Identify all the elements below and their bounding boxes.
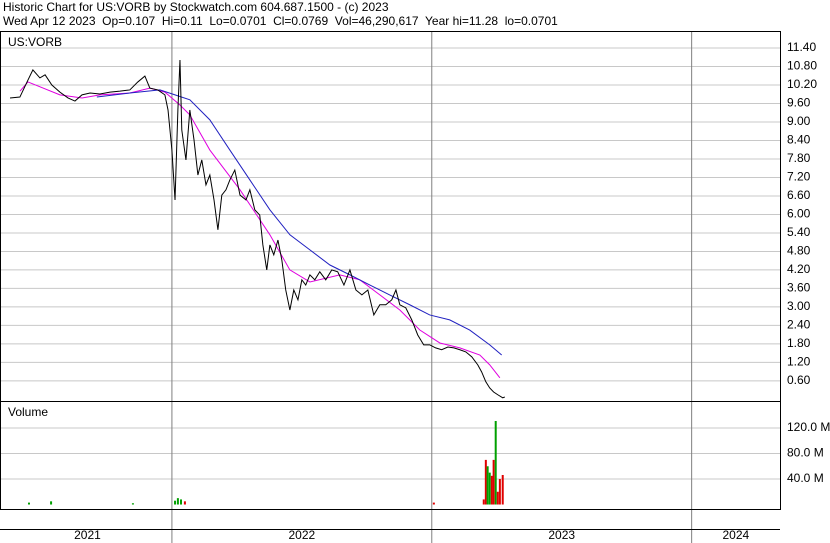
y-tick-label: 9.60 [787, 96, 811, 110]
y-tick-label: 9.00 [787, 114, 811, 128]
x-tick-label: 2023 [548, 528, 575, 542]
volume-bar [484, 459, 487, 505]
x-tick-label: 2022 [288, 528, 315, 542]
volume-bar [494, 420, 497, 505]
volume-bar [496, 491, 499, 505]
y-tick-label: 40.0 M [787, 471, 824, 485]
volume-bar [180, 499, 183, 505]
volume-bar [174, 500, 177, 505]
volume-bar [486, 466, 489, 505]
volume-bar [498, 479, 501, 505]
y-tick-label: 2.40 [787, 318, 811, 332]
volume-bar [492, 459, 495, 505]
volume-bar [490, 475, 493, 505]
y-tick-label: 10.20 [787, 77, 817, 91]
y-tick-label: 7.20 [787, 170, 811, 184]
volume-bar [501, 474, 504, 505]
x-tick-label: 2021 [74, 528, 101, 542]
y-tick-label: 6.00 [787, 207, 811, 221]
volume-bar [176, 498, 179, 505]
y-tick-label: 7.80 [787, 151, 811, 165]
y-tick-label: 10.80 [787, 59, 817, 73]
panel-label: Volume [8, 405, 48, 419]
y-tick-label: 0.60 [787, 373, 811, 387]
y-tick-label: 4.20 [787, 262, 811, 276]
volume-bar [27, 502, 30, 505]
volume-bar [131, 503, 134, 505]
panel-label: US:VORB [8, 35, 62, 49]
header-line2: Wed Apr 12 2023 Op=0.107 Hi=0.11 Lo=0.07… [3, 14, 558, 28]
y-tick-label: 120.0 M [787, 420, 830, 434]
y-tick-label: 3.60 [787, 281, 811, 295]
volume-bar [488, 472, 491, 505]
y-tick-label: 6.60 [787, 188, 811, 202]
y-tick-label: 80.0 M [787, 446, 824, 460]
y-tick-label: 11.40 [787, 40, 816, 54]
moving-average-line [96, 89, 503, 356]
volume-bar [183, 501, 186, 505]
price-line [9, 60, 505, 399]
volume-bar [50, 501, 53, 505]
x-tick-label: 2024 [722, 528, 749, 542]
volume-frame [0, 401, 781, 510]
moving-average-line [19, 81, 501, 379]
y-tick-label: 3.00 [787, 299, 811, 313]
plot-layer: 0.60 1.20 1.80 2.40 3.00 3.60 4.20 4.80 5.40 6.00… [1, 31, 830, 543]
y-tick-label: 1.80 [787, 336, 811, 350]
volume-bar [432, 502, 435, 505]
y-tick-label: 1.20 [787, 355, 811, 369]
y-tick-label: 8.40 [787, 133, 811, 147]
volume-bar [482, 499, 485, 505]
y-tick-label: 5.40 [787, 225, 811, 239]
y-tick-label: 4.80 [787, 244, 811, 258]
header-line1: Historic Chart for US:VORB by Stockwatch… [3, 0, 389, 14]
